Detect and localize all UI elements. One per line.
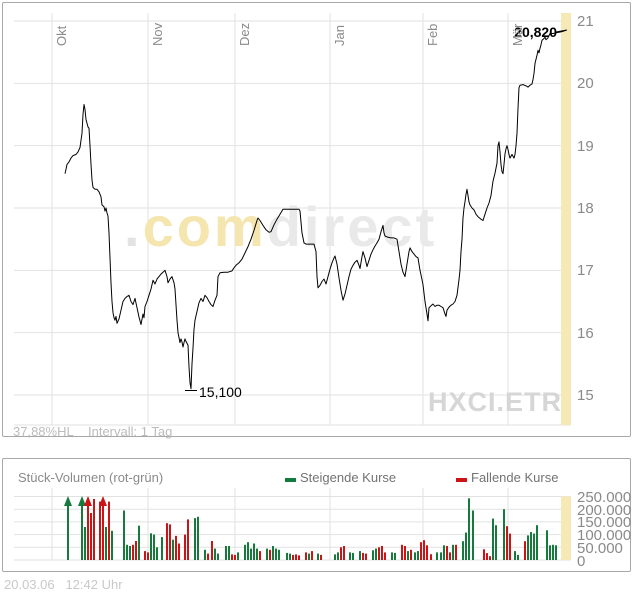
legend-falling-swatch	[456, 478, 467, 482]
legend-rising-swatch	[285, 478, 296, 482]
volume-axis-tick-50000: 50.000	[577, 539, 623, 557]
timestamp: 20.03.06 12:42 Uhr	[4, 577, 123, 592]
legend-rising-label: Steigende Kurse	[300, 470, 397, 485]
month-label-dez: Dez	[237, 22, 252, 46]
volume-axis-tick-200000: 200.000	[577, 501, 632, 519]
month-label-feb: Feb	[425, 23, 440, 46]
price-axis-tick-19: 19	[577, 137, 594, 155]
volume-axis-tick-0: 0	[577, 552, 586, 570]
price-axis-tick-16: 16	[577, 324, 594, 342]
month-label-nov: Nov	[150, 22, 165, 46]
price-axis-tick-20: 20	[577, 75, 594, 93]
interval-label: Intervall: 1 Tag	[88, 424, 173, 439]
month-label-jan: Jan	[332, 25, 347, 46]
percent-hl-label: 37,88%HL	[13, 424, 74, 439]
price-axis-tick-15: 15	[577, 386, 594, 404]
volume-axis-tick-250000: 250.000	[577, 489, 632, 506]
price-axis-tick-18: 18	[577, 199, 594, 217]
volume-axis-tick-100000: 100.000	[577, 527, 632, 545]
legend-falling-label: Fallende Kurse	[471, 470, 559, 485]
price-axis-tick-17: 17	[577, 262, 594, 280]
watermark-direct: direct	[266, 195, 438, 258]
volume-axis-tick-150000: 150.000	[577, 514, 632, 532]
comdirect-watermark: .comdirect	[124, 199, 437, 255]
annotation-low-price: 15,100	[199, 384, 242, 400]
price-axis-tick-21: 21	[577, 13, 594, 30]
annotation-last-price: 20,820	[514, 24, 557, 40]
watermark-com: com	[142, 195, 267, 258]
watermark-dot: .	[124, 195, 143, 258]
month-label-mär: Mär	[510, 23, 525, 46]
volume-title: Stück-Volumen (rot-grün)	[18, 470, 164, 485]
month-label-okt: Okt	[54, 25, 69, 46]
ticker-watermark: HXCI.ETR	[428, 387, 563, 417]
